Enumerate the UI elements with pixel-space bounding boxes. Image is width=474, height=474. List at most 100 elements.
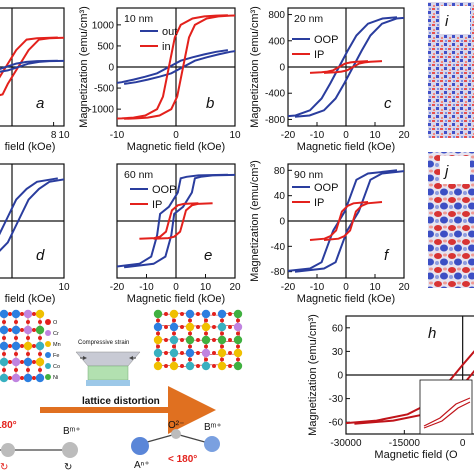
panel-c-y-tick-label: 0 — [279, 63, 285, 74]
panel-f-y-tick-label: -40 — [271, 242, 286, 253]
panel-f-series-1-branch-up — [309, 201, 369, 241]
panel-c-x-tick-label: 10 — [369, 130, 381, 141]
legend-cr: Cr — [53, 331, 59, 337]
panel-e-x-tick-label: -20 — [110, 282, 125, 293]
panel-f-thickness-caption: 90 nm — [294, 169, 323, 181]
panel-f-x-tick-label: -10 — [310, 282, 325, 293]
panel-c-legend-label-1: IP — [314, 49, 324, 61]
panel-e-chart: -20 -10 0 10 20 Magnetic field (kOe) e 60 nm OOP… — [110, 163, 241, 305]
panel-e-x-label: Magnetic field (kOe) — [127, 293, 225, 305]
panel-b-y-tick-label: 500 — [97, 41, 114, 52]
panel-f-x-label: Magnetic field (kOe) — [297, 293, 395, 305]
panel-b-legend-label-0: out — [162, 26, 177, 38]
panel-h-letter: h — [428, 325, 436, 342]
panel-i-letter: i — [445, 13, 449, 30]
panel-d-series-0-branch-up — [0, 177, 58, 236]
panel-c-y-label: Magnetization (emu/cm³) — [249, 6, 261, 128]
panel-c-x-tick-label: -10 — [310, 130, 325, 141]
panel-a-x-label: field (kOe) — [5, 141, 56, 153]
svg-text:↻: ↻ — [0, 462, 8, 473]
panel-b-y-tick-label: -1000 — [88, 105, 114, 116]
compressive-strain-graphic: Compressive strain — [75, 340, 141, 386]
panel-f-x-tick-label: 0 — [343, 282, 349, 293]
panel-b-letter: b — [206, 95, 214, 112]
crystal-schematic: O Cr Mn Fe Co Ni Compressive strain — [0, 309, 243, 473]
panel-a-x-tick-label: 10 — [58, 130, 70, 141]
angle-left-label: 180° — [0, 420, 17, 431]
panel-a-letter: a — [36, 95, 44, 112]
panel-b-y-tick-label: 1000 — [92, 20, 115, 31]
panel-c-legend-label-0: OOP — [314, 34, 338, 46]
panel-e-thickness-caption: 60 nm — [124, 169, 153, 181]
bond-angle-right: O²⁻ Bᵐ⁺ Aⁿ⁺ < 180° — [131, 420, 222, 471]
panel-b-series-1-branch-down — [124, 14, 235, 120]
lattice-distortion-label: lattice distortion — [82, 396, 160, 407]
compressive-strain-label: Compressive strain — [78, 340, 129, 346]
legend-fe: Fe — [53, 353, 59, 359]
panel-c-thickness-caption: 20 nm — [294, 13, 323, 25]
legend-o: O — [53, 320, 58, 326]
panel-e-series-1-branch-down — [153, 202, 213, 240]
panel-e-x-tick-label: 20 — [229, 282, 241, 293]
panel-f-y-tick-label: 0 — [279, 217, 285, 228]
panel-c-x-tick-label: -20 — [281, 130, 296, 141]
panel-f-letter: f — [384, 247, 390, 264]
panel-h-x-tick-label: -15000 — [389, 438, 421, 449]
panel-e-x-tick-label: -10 — [139, 282, 154, 293]
lattice-right — [153, 309, 243, 371]
panel-c-y-tick-label: -800 — [265, 115, 285, 126]
panel-c-y-tick-label: 400 — [268, 36, 285, 47]
panel-h-y-tick-label: 60 — [332, 323, 344, 334]
panel-c-chart: -20 -10 0 10 20 800 400 0 -400 -800 Magnetic field… — [249, 6, 410, 153]
panel-b-x-label: Magnetic field (kOe) — [127, 141, 225, 153]
panel-a-series-1-branch-down — [0, 59, 64, 73]
panel-f-chart: -20 -10 0 10 20 80 40 0 -40 -80 Magnetic field (kO… — [249, 160, 410, 305]
panel-h-y-tick-label: 30 — [332, 347, 344, 358]
panel-b-legend-label-1: in — [162, 41, 171, 53]
panel-h-y-tick-label: -30 — [329, 394, 344, 405]
panel-c-series-1-branch-down — [323, 60, 383, 74]
panel-j-letter: j — [443, 163, 449, 180]
legend-ni: Ni — [53, 375, 58, 381]
panel-c-series-1-branch-up — [309, 60, 369, 74]
panel-f-legend-label-1: IP — [314, 197, 324, 209]
panel-d-x-label: field (kOe) — [5, 293, 56, 305]
panel-b-chart: -10 0 10 1000 500 0 -500 -1000 Magnetic field (k… — [78, 6, 241, 153]
panel-f-y-tick-label: -80 — [271, 267, 286, 278]
panel-j-domain-image: j — [428, 152, 474, 288]
panel-f-y-tick-label: 40 — [274, 191, 286, 202]
panel-a-x-tick-label: 8 — [51, 130, 57, 141]
panel-h-x-label: Magnetic field (O — [374, 449, 458, 461]
panel-f-x-tick-label: -20 — [281, 282, 296, 293]
panel-i-domain-image: i — [428, 2, 474, 138]
panel-h-y-label: Magnetization (emu/cm³) — [307, 314, 319, 436]
panel-c-x-label: Magnetic field (kOe) — [297, 141, 395, 153]
legend-mn: Mn — [53, 342, 61, 348]
panel-h-y-tick-label: 0 — [337, 371, 343, 382]
panel-f-x-tick-label: 20 — [398, 282, 410, 293]
angle-right-label: < 180° — [168, 454, 197, 465]
panel-f-y-label: Magnetization (emu/cm³) — [249, 160, 261, 282]
panel-h-chart: -30000 -15000 0 60 30 0 -30 -60 Magnetic field (… — [307, 314, 474, 461]
b-ion-label: Bᵐ⁺ — [63, 426, 81, 437]
panel-d-series-0-branch-down — [0, 178, 64, 252]
panel-d-letter: d — [36, 247, 45, 264]
element-legend: O Cr Mn Fe Co Ni — [45, 319, 61, 381]
panel-c-x-tick-label: 20 — [398, 130, 410, 141]
panel-f-series-1-branch-down — [323, 201, 383, 241]
panel-b-x-tick-label: 10 — [229, 130, 241, 141]
panel-e-letter: e — [204, 247, 212, 264]
panel-c-y-tick-label: 800 — [268, 10, 285, 21]
lattice-left — [0, 309, 45, 383]
panel-a-series-1-branch-up — [0, 59, 58, 70]
panel-c-y-tick-label: -400 — [265, 89, 285, 100]
panel-e-series-1-branch-up — [139, 202, 199, 240]
panel-f-x-tick-label: 10 — [369, 282, 381, 293]
panel-h-x-tick-label: -30000 — [330, 438, 362, 449]
panel-h-x-tick-label: 0 — [460, 438, 466, 449]
panel-e-series-0-branch-up — [117, 173, 228, 268]
panel-f-legend-label-0: OOP — [314, 182, 338, 194]
panel-h-inset — [419, 379, 473, 435]
